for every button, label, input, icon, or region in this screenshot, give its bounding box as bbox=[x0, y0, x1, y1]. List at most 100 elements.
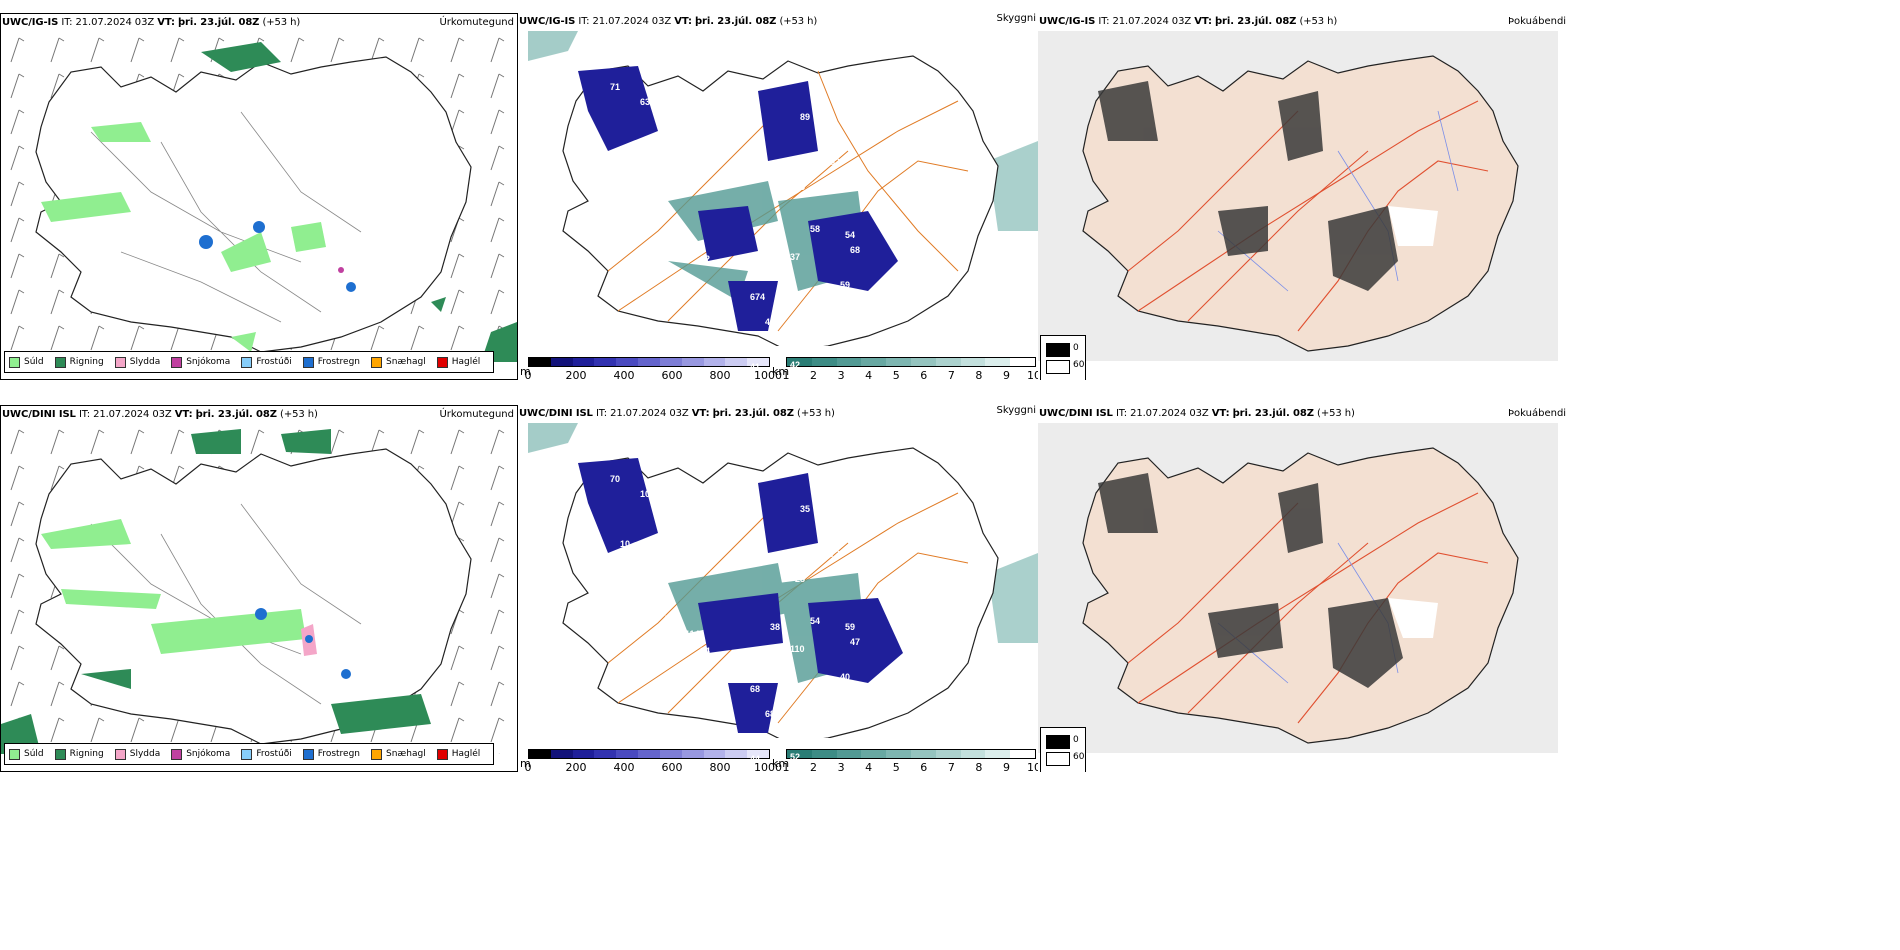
precip-drizzle bbox=[41, 122, 326, 352]
colorbar-segment bbox=[616, 358, 639, 366]
legend-item: Frostregn bbox=[302, 748, 360, 760]
colorbar-segment bbox=[703, 358, 726, 366]
legend-item: Snæhagl bbox=[371, 356, 426, 368]
iceland-outline bbox=[1082, 447, 1519, 744]
legend-swatch bbox=[9, 356, 20, 368]
precip-legend: Súld Rigning Slydda Snjókoma Frostúði Fr… bbox=[4, 743, 495, 765]
legend-swatch bbox=[302, 748, 314, 760]
colorbar-segment bbox=[960, 750, 986, 758]
colorbar-segment bbox=[811, 358, 837, 366]
visibility-bar bbox=[786, 357, 1036, 367]
visibility-ticks: 1 2 3 4 5 6 7 8 9 10 bbox=[783, 761, 1039, 772]
colorbar-tick-label: 1 bbox=[782, 369, 790, 380]
fog-panel-bottom: UWC/DINI ISL IT: 21.07.2024 03Z VT: þri.… bbox=[1038, 405, 1900, 772]
fog-legend: 0 60 bbox=[1040, 727, 1086, 772]
colorbar-tick-label: 400 bbox=[613, 761, 635, 772]
colorbar-segment bbox=[1010, 750, 1035, 758]
colorbar-tick-label: 4 bbox=[865, 369, 873, 380]
colorbar-tick-label: 0 bbox=[524, 369, 532, 380]
legend-item: Haglél bbox=[436, 748, 480, 760]
colorbar-segment bbox=[594, 750, 617, 758]
fog-legend-swatch bbox=[1046, 735, 1070, 749]
precip-map bbox=[1, 424, 517, 754]
colorbar-segment bbox=[811, 750, 837, 758]
cloud-panel-bottom: UWC/DINI ISL IT: 21.07.2024 03Z VT: þri.… bbox=[518, 405, 1038, 772]
legend-item: Snæhagl bbox=[371, 748, 426, 760]
colorbar-segment bbox=[886, 358, 911, 366]
colorbar-tick-label: 8 bbox=[975, 761, 983, 772]
legend-swatch bbox=[9, 748, 20, 760]
colorbar-segment bbox=[572, 358, 595, 366]
colorbar-tick-label: 7 bbox=[947, 369, 955, 380]
panel-header: UWC/IG-IS IT: 21.07.2024 03Z VT: þri. 23… bbox=[519, 16, 818, 27]
cloud-base-bar bbox=[528, 357, 770, 367]
cloud-panel-top: UWC/IG-IS IT: 21.07.2024 03Z VT: þri. 23… bbox=[518, 13, 1038, 380]
legend-item: Frostúði bbox=[241, 356, 292, 368]
visibility-unit: km bbox=[772, 757, 790, 770]
colorbar-tick-label: 800 bbox=[709, 369, 731, 380]
fog-legend: 0 60 bbox=[1040, 335, 1086, 380]
colorbar-tick-label: 7 bbox=[947, 761, 955, 772]
colorbar-segment bbox=[703, 750, 726, 758]
legend-swatch bbox=[436, 748, 448, 760]
legend-swatch bbox=[436, 356, 448, 368]
colorbar-segment bbox=[861, 358, 887, 366]
colorbar-segment bbox=[1010, 358, 1035, 366]
colorbar-tick-label: 10 bbox=[1027, 761, 1038, 772]
panel-title: Skyggni bbox=[996, 405, 1036, 416]
colorbar-segment bbox=[910, 358, 936, 366]
precip-map bbox=[1, 32, 517, 362]
legend-item: Súld bbox=[9, 356, 44, 368]
colorbar-segment bbox=[638, 750, 660, 758]
iceland-outline bbox=[1082, 55, 1519, 352]
legend-swatch bbox=[114, 748, 126, 760]
legend-swatch bbox=[302, 356, 314, 368]
legend-swatch bbox=[371, 356, 383, 368]
iceland-outline bbox=[35, 448, 472, 745]
fog-legend-swatch bbox=[1046, 752, 1070, 766]
panel-header: UWC/DINI ISL IT: 21.07.2024 03Z VT: þri.… bbox=[519, 408, 835, 419]
fog-map bbox=[1038, 423, 1558, 753]
colorbar-tick-label: 9 bbox=[1002, 761, 1010, 772]
legend-swatch bbox=[114, 356, 126, 368]
colorbar-tick-label: 5 bbox=[892, 761, 900, 772]
legend-swatch bbox=[171, 356, 183, 368]
legend-swatch bbox=[54, 356, 66, 368]
colorbar-tick-label: 1000 bbox=[754, 369, 782, 380]
cloud-base-areas bbox=[578, 66, 898, 331]
colorbar-segment bbox=[861, 750, 887, 758]
legend-swatch bbox=[371, 748, 383, 760]
precip-panel-bottom: UWC/DINI ISL IT: 21.07.2024 03Z VT: þri.… bbox=[0, 405, 518, 772]
colorbar-segment bbox=[725, 358, 748, 366]
visibility-unit: km bbox=[772, 365, 790, 378]
legend-item: Súld bbox=[9, 748, 44, 760]
colorbar-segment bbox=[787, 750, 812, 758]
legend-swatch bbox=[54, 748, 66, 760]
colorbar-tick-label: 3 bbox=[837, 369, 845, 380]
colorbar-tick-label: 6 bbox=[920, 761, 928, 772]
precip-freezing-rain bbox=[199, 221, 356, 292]
legend-item: Snjókoma bbox=[171, 356, 230, 368]
fog-map bbox=[1038, 31, 1558, 361]
panel-header: UWC/DINI ISL IT: 21.07.2024 03Z VT: þri.… bbox=[2, 409, 318, 420]
colorbar-tick-label: 2 bbox=[810, 369, 818, 380]
colorbar-segment bbox=[529, 358, 551, 366]
colorbar-tick-label: 6 bbox=[920, 369, 928, 380]
legend-item: Rigning bbox=[54, 748, 104, 760]
legend-item: Frostregn bbox=[302, 356, 360, 368]
colorbar-segment bbox=[985, 750, 1011, 758]
colorbar-segment bbox=[747, 358, 769, 366]
colorbar-tick-label: 3 bbox=[837, 761, 845, 772]
colorbar-tick-label: 200 bbox=[565, 761, 587, 772]
colorbar-segment bbox=[681, 750, 704, 758]
legend-item: Rigning bbox=[54, 356, 104, 368]
colorbar-segment bbox=[529, 750, 551, 758]
colorbar-tick-label: 8 bbox=[975, 369, 983, 380]
colorbar-tick-label: 600 bbox=[661, 761, 683, 772]
colorbar-tick-label: 5 bbox=[892, 369, 900, 380]
cloud-base-ticks: 0 200 400 600 800 1000 bbox=[524, 369, 783, 380]
legend-swatch bbox=[171, 748, 183, 760]
panel-title: Þokuábendi bbox=[1508, 408, 1567, 419]
legend-item: Frostúði bbox=[241, 748, 292, 760]
colorbar-segment bbox=[550, 750, 573, 758]
